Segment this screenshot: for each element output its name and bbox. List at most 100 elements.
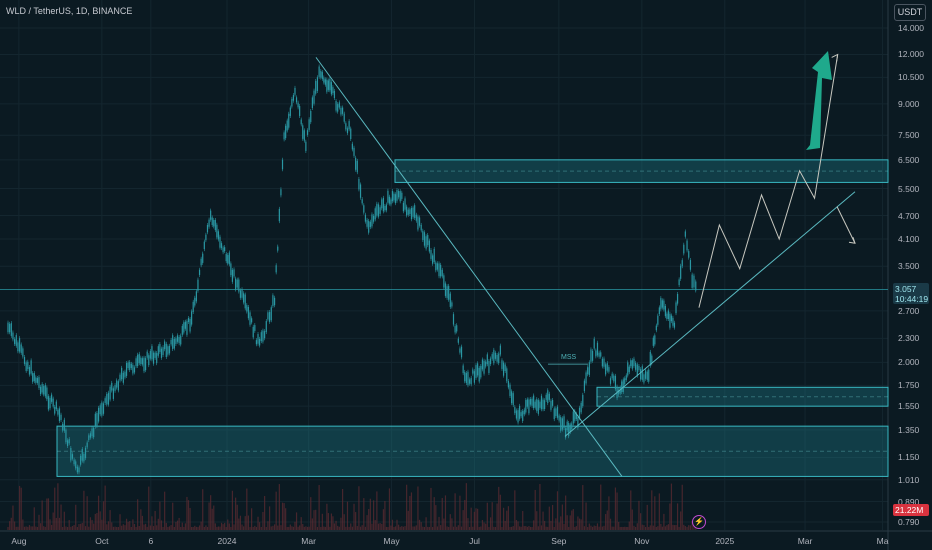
volume-bar xyxy=(178,517,180,530)
candle-body xyxy=(393,193,395,201)
y-tick-label: 2.300 xyxy=(898,333,920,344)
candle-body xyxy=(667,310,670,320)
candle-body xyxy=(509,384,511,396)
volume-bar xyxy=(537,526,539,530)
volume-bar xyxy=(514,490,516,530)
candle-body xyxy=(107,392,110,405)
volume-bar xyxy=(565,495,567,530)
x-tick-label: Nov xyxy=(634,536,650,546)
volume-bar xyxy=(640,513,642,530)
candle-body xyxy=(294,87,296,95)
volume-bar xyxy=(44,526,46,530)
candle-body xyxy=(591,350,594,361)
candle-body xyxy=(222,247,224,253)
candle-body xyxy=(465,373,467,383)
volume-bar xyxy=(181,522,183,530)
currency-button[interactable]: USDT xyxy=(894,4,926,21)
volume-bar xyxy=(106,524,108,530)
volume-bar xyxy=(320,526,322,530)
candle-body xyxy=(448,285,450,300)
volume-bar xyxy=(459,495,461,530)
volume-bar xyxy=(600,484,602,530)
candle-body xyxy=(192,301,194,312)
candle-body xyxy=(35,377,37,383)
volume-bar xyxy=(525,526,527,530)
candle-body xyxy=(172,335,174,349)
candle-body xyxy=(499,345,501,355)
candle-body xyxy=(489,358,492,365)
volume-bar xyxy=(278,484,280,530)
candle-body xyxy=(46,387,48,400)
candle-body xyxy=(537,400,539,414)
candle-body xyxy=(449,293,451,307)
candle-body xyxy=(498,353,500,364)
candle-body xyxy=(89,433,92,438)
volume-bar xyxy=(291,526,293,530)
volume-bar xyxy=(25,526,27,530)
candle-body xyxy=(374,208,376,220)
volume-bar xyxy=(341,489,344,530)
candle-body xyxy=(398,190,400,198)
candle-body xyxy=(127,362,129,369)
candle-body xyxy=(678,279,680,286)
volume-bar xyxy=(526,526,528,530)
candle-body xyxy=(303,130,305,141)
candle-body xyxy=(117,381,119,391)
volume-bar xyxy=(454,493,456,530)
volume-bar xyxy=(379,523,381,530)
lightning-icon[interactable]: ⚡ xyxy=(692,515,706,529)
candle-body xyxy=(522,411,524,421)
volume-bar xyxy=(146,526,148,530)
candle-body xyxy=(151,346,153,360)
candle-body xyxy=(197,279,199,291)
volume-bar xyxy=(268,506,271,530)
candle-body xyxy=(311,97,313,108)
volume-bar xyxy=(141,515,144,530)
candle-body xyxy=(394,194,397,204)
candle-body xyxy=(176,335,179,342)
volume-bar xyxy=(191,526,193,530)
volume-bar xyxy=(168,526,171,530)
candle-body xyxy=(214,219,216,231)
candle-body xyxy=(194,297,196,306)
candle-body xyxy=(655,325,657,331)
candle-body xyxy=(220,243,223,249)
volume-bar xyxy=(233,524,235,530)
candle-body xyxy=(168,345,171,354)
candle-body xyxy=(693,275,695,288)
candle-body xyxy=(138,353,140,364)
volume-bar xyxy=(686,526,688,530)
volume-bar xyxy=(605,514,607,530)
candle-body xyxy=(165,343,167,358)
volume-bar xyxy=(571,510,573,530)
candle-body xyxy=(330,82,333,95)
candle-body xyxy=(318,66,320,77)
volume-bar xyxy=(220,522,223,530)
volume-bar xyxy=(658,493,660,530)
candle-body xyxy=(385,204,388,211)
volume-bar xyxy=(297,526,299,530)
volume-bar xyxy=(427,526,429,530)
candle-body xyxy=(605,364,607,375)
x-tick-label: Aug xyxy=(11,536,27,546)
volume-bar xyxy=(259,522,261,530)
volume-bar xyxy=(473,511,475,530)
x-tick-label: Mar xyxy=(797,536,813,546)
volume-bar xyxy=(608,496,610,530)
candle-body xyxy=(551,399,554,406)
candle-body xyxy=(673,322,676,328)
candle-body xyxy=(409,209,411,214)
candle-body xyxy=(91,428,93,437)
volume-bar xyxy=(560,516,562,530)
volume-bar xyxy=(369,498,371,530)
last-price-value: 3.057 xyxy=(895,284,917,294)
candle-body xyxy=(502,362,505,376)
volume-bar xyxy=(374,520,376,530)
volume-bar xyxy=(197,526,199,530)
volume-bar xyxy=(499,494,501,530)
volume-bar xyxy=(464,499,466,530)
candle-body xyxy=(506,368,508,382)
candle-body xyxy=(588,362,590,375)
volume-bar xyxy=(137,499,139,530)
